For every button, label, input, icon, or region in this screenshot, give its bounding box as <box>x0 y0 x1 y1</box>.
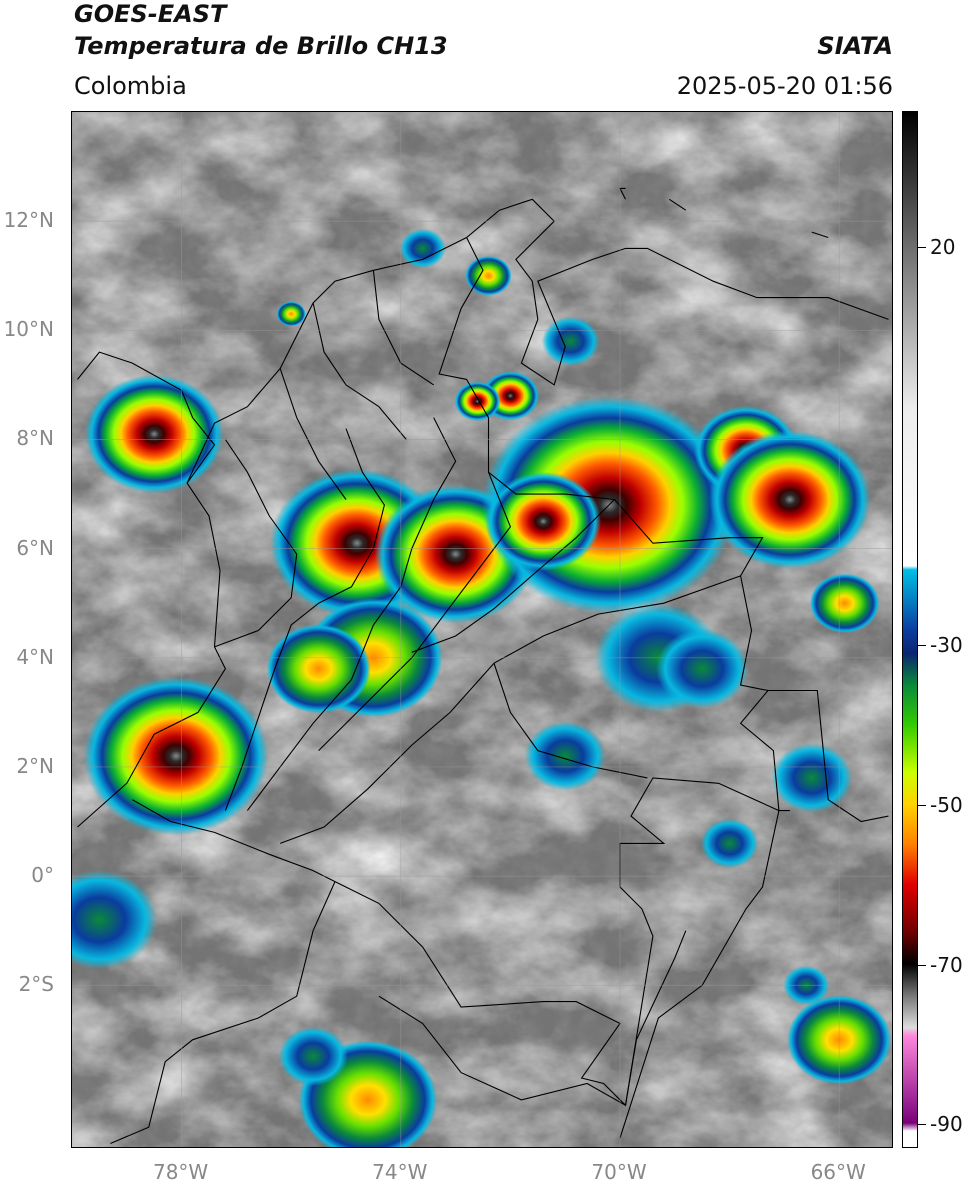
storm-cell <box>524 721 606 791</box>
border-line <box>411 499 615 653</box>
map-canvas <box>72 112 892 1147</box>
border-line <box>668 198 687 211</box>
storm-cell <box>810 573 880 633</box>
storm-cell <box>485 471 602 571</box>
organization-label: SIATA <box>817 32 893 60</box>
border-line <box>811 231 829 239</box>
colorbar-tick-label: -90 <box>930 1112 963 1137</box>
title-satellite: GOES-EAST <box>74 0 227 28</box>
storm-cell <box>700 818 759 869</box>
border-line <box>318 471 512 751</box>
latitude-tick-label: 2°S <box>18 972 54 997</box>
colorbar-tick <box>918 645 926 647</box>
colorbar-tick-label: -30 <box>930 633 963 658</box>
storm-cell <box>399 228 446 269</box>
political-borders <box>77 187 889 1145</box>
border-line <box>493 575 741 664</box>
storm-cell <box>465 255 512 296</box>
border-line <box>768 689 889 823</box>
latitude-tick-label: 12°N <box>3 208 54 233</box>
longitude-tick-label: 74°W <box>372 1160 428 1184</box>
colorbar-tick-label: -70 <box>930 952 963 977</box>
border-line <box>110 881 336 1145</box>
storm-cell <box>656 629 749 709</box>
storm-cell <box>278 1026 348 1086</box>
storm-cell <box>771 743 853 813</box>
storm-cell <box>454 381 501 422</box>
satellite-map <box>71 111 893 1148</box>
colorbar <box>902 111 918 1148</box>
latitude-tick-label: 4°N <box>16 644 54 669</box>
border-line <box>224 428 385 811</box>
convective-storms <box>72 228 892 1147</box>
latitude-tick-label: 6°N <box>16 535 54 560</box>
border-line <box>77 351 227 828</box>
longitude-tick-label: 78°W <box>152 1160 209 1184</box>
border-line <box>624 930 687 1106</box>
longitude-tick-label: 70°W <box>591 1160 647 1184</box>
storm-cell <box>266 624 371 714</box>
storm-cell <box>541 316 600 366</box>
border-line <box>132 777 780 1107</box>
longitude-tick-label: 66°W <box>810 1160 866 1184</box>
timestamp-label: 2025-05-20 01:56 <box>676 72 893 100</box>
border-line <box>372 270 435 386</box>
border-line <box>186 198 889 484</box>
title-product: Temperatura de Brillo CH13 <box>74 32 448 60</box>
border-line <box>493 663 648 779</box>
colorbar-tick <box>918 246 926 248</box>
storm-cell <box>83 676 269 836</box>
colorbar-tick <box>918 804 926 806</box>
colorbar-tick-label: -50 <box>930 792 963 817</box>
border-line <box>619 810 780 1139</box>
region-label: Colombia <box>74 72 187 100</box>
storm-cell <box>84 374 224 494</box>
colorbar-tick-label: 20 <box>930 234 956 259</box>
latitude-tick-label: 8°N <box>16 426 54 451</box>
border-line <box>246 417 457 811</box>
latitude-tick-label: 0° <box>31 863 54 888</box>
storm-cell <box>709 430 871 569</box>
latitude-tick-label: 2°N <box>16 753 54 778</box>
colorbar-tick <box>918 1124 926 1126</box>
latitude-tick-label: 10°N <box>3 317 54 342</box>
border-line <box>438 237 790 812</box>
storm-cell <box>276 301 306 327</box>
graticule <box>72 112 892 1147</box>
border-line <box>378 995 626 1106</box>
border-line <box>312 302 407 440</box>
border-line <box>214 439 298 648</box>
colorbar-tick <box>918 964 926 966</box>
storm-cell <box>72 870 158 970</box>
